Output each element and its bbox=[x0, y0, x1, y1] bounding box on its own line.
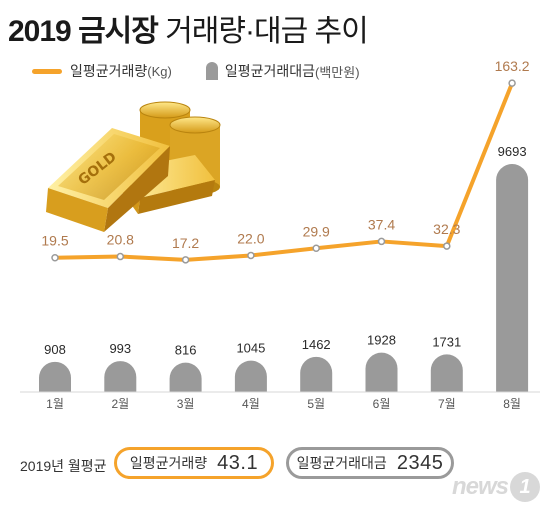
average-value-value: 2345 bbox=[396, 451, 444, 474]
footer-year-label: 2019년 월평균 bbox=[20, 458, 107, 474]
chart-plot: GOLD 1월 2월 3월 4월 5월 6월 7월 8월 908 993 816 1045 1462 1… bbox=[20, 58, 540, 411]
line-value-label-1: 19.5 bbox=[41, 233, 68, 249]
average-volume-pill: 일평균거래량 43.1 bbox=[114, 447, 274, 479]
legend-volume-unit: (Kg) bbox=[147, 63, 172, 79]
line-point-7 bbox=[443, 242, 451, 250]
line-value-label-3: 17.2 bbox=[172, 235, 199, 251]
bar-series bbox=[39, 164, 529, 392]
line-value-label-8: 163.2 bbox=[495, 58, 530, 74]
legend-volume-label: 일평균거래량 bbox=[70, 63, 148, 79]
average-value-pill: 일평균거래대금 2345 bbox=[286, 447, 454, 479]
line-point-1 bbox=[51, 253, 59, 262]
line-point-2 bbox=[116, 252, 125, 261]
bar-value-label-5: 1462 bbox=[302, 337, 331, 352]
line-point-4 bbox=[247, 251, 255, 260]
line-point-5 bbox=[312, 244, 320, 253]
line-value-label-6: 37.4 bbox=[368, 216, 395, 232]
bar-1 bbox=[39, 361, 71, 392]
chart-legend: 일평균거래량 (Kg) 일평균거래대금 (백만원) bbox=[32, 60, 360, 82]
bar-value-labels: 908 993 816 1045 1462 1928 1731 9693 bbox=[44, 144, 526, 358]
bar-value-label-7: 1731 bbox=[432, 334, 461, 349]
average-value-label: 일평균거래대금 bbox=[296, 455, 387, 471]
bar-value-label-6: 1928 bbox=[367, 333, 396, 348]
chart-title-sub: 거래량·대금 추이 bbox=[157, 15, 369, 48]
line-point-3 bbox=[181, 256, 190, 264]
chart-title-main: 2019 금시장 bbox=[8, 15, 159, 48]
bar-5 bbox=[300, 356, 333, 392]
x-tick-label-8: 8월 bbox=[503, 397, 521, 411]
bar-2 bbox=[104, 361, 137, 392]
x-tick-label-3: 3월 bbox=[177, 397, 195, 411]
bar-3 bbox=[169, 362, 202, 392]
legend-line-swatch bbox=[32, 68, 62, 74]
bar-value-label-2: 993 bbox=[109, 341, 131, 356]
line-value-label-4: 22.0 bbox=[237, 230, 264, 246]
x-tick-labels: 1월 2월 3월 4월 5월 6월 7월 8월 bbox=[46, 397, 521, 411]
bar-value-label-8: 9693 bbox=[498, 144, 527, 159]
line-point-8 bbox=[508, 79, 516, 87]
line-value-label-7: 32.3 bbox=[433, 221, 460, 237]
bar-6 bbox=[365, 352, 398, 392]
legend-value-unit: (백만원) bbox=[315, 64, 360, 80]
legend-bar-swatch bbox=[205, 62, 218, 80]
x-tick-label-6: 6월 bbox=[373, 397, 391, 411]
gold-bar-large: GOLD bbox=[46, 128, 170, 232]
x-tick-label-2: 2월 bbox=[111, 397, 129, 411]
bar-value-label-1: 908 bbox=[44, 342, 66, 357]
line-series bbox=[51, 79, 516, 264]
line-point-6 bbox=[377, 237, 386, 246]
gold-illustration: GOLD bbox=[46, 101, 221, 232]
bar-7 bbox=[430, 354, 463, 392]
logo-mark: 1 bbox=[510, 472, 541, 502]
line-value-label-2: 20.8 bbox=[107, 232, 134, 248]
bar-8 bbox=[496, 164, 529, 392]
bar-4 bbox=[234, 360, 267, 392]
line-value-labels: 19.5 20.8 17.2 22.0 29.9 37.4 32.3 163.2 bbox=[41, 58, 529, 251]
x-tick-label-5: 5월 bbox=[307, 397, 325, 411]
x-tick-label-7: 7월 bbox=[438, 397, 456, 411]
volume-line bbox=[53, 81, 515, 262]
x-tick-label-4: 4월 bbox=[242, 397, 260, 411]
line-value-label-5: 29.9 bbox=[303, 223, 330, 239]
average-volume-label: 일평균거래량 bbox=[129, 455, 208, 471]
bar-value-label-3: 816 bbox=[175, 343, 197, 358]
x-tick-label-1: 1월 bbox=[46, 397, 64, 411]
bar-value-label-4: 1045 bbox=[236, 341, 265, 356]
logo-text: news bbox=[452, 473, 509, 500]
chart-title: 2019 금시장 거래량·대금 추이 bbox=[8, 6, 369, 50]
legend-value-label: 일평균거래대금 bbox=[224, 63, 316, 79]
average-volume-value: 43.1 bbox=[217, 451, 259, 474]
news1-logo: news 1 bbox=[452, 472, 541, 502]
